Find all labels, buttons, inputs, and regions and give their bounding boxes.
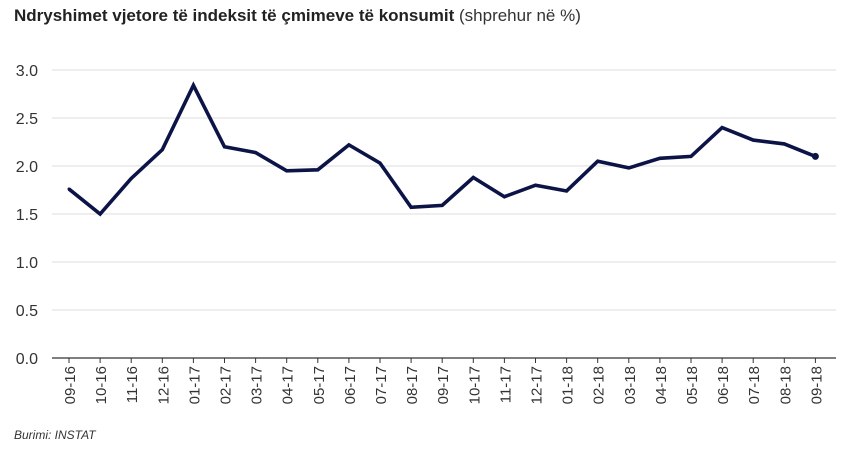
- data-point: [160, 148, 164, 152]
- chart-title: Ndryshimet vjetore të indeksit të çmimev…: [14, 6, 455, 25]
- x-tick-label: 04-18: [653, 366, 670, 404]
- data-point: [254, 151, 258, 155]
- x-tick-label: 06-17: [342, 366, 359, 404]
- x-tick-label: 02-17: [218, 366, 235, 404]
- data-point: [316, 168, 320, 172]
- x-tick-label: 09-16: [62, 366, 79, 404]
- data-point: [378, 161, 382, 165]
- data-point: [627, 166, 631, 170]
- x-tick-label: 01-17: [186, 366, 203, 404]
- y-tick-label: 3.0: [16, 63, 38, 80]
- x-tick-label: 12-16: [155, 366, 172, 404]
- data-point: [751, 138, 755, 142]
- data-point: [502, 195, 506, 199]
- chart-subtitle: (shprehur në %): [459, 6, 581, 25]
- x-tick-label: 02-18: [591, 366, 608, 404]
- data-point: [658, 156, 662, 160]
- data-point: [285, 169, 289, 173]
- x-tick-label: 05-17: [311, 366, 328, 404]
- x-tick-label: 08-17: [404, 366, 421, 404]
- x-tick-label: 04-17: [280, 366, 297, 404]
- y-tick-label: 1.5: [16, 207, 38, 224]
- data-point: [223, 145, 226, 149]
- data-point: [347, 143, 351, 147]
- series-line: [67, 81, 817, 217]
- source-note: Burimi: INSTAT: [14, 428, 96, 442]
- y-tick-label: 2.5: [16, 111, 38, 128]
- y-tick-label: 0.0: [16, 351, 38, 368]
- data-point: [782, 142, 786, 146]
- data-point: [596, 159, 600, 163]
- x-tick-label: 03-18: [622, 366, 639, 404]
- data-point: [565, 189, 569, 193]
- data-point: [689, 154, 693, 158]
- x-tick-label: 07-17: [373, 366, 390, 404]
- data-point: [409, 205, 413, 209]
- x-tick-label: 09-18: [808, 366, 825, 404]
- chart-title-row: Ndryshimet vjetore të indeksit të çmimev…: [14, 6, 581, 26]
- x-tick-label: 07-18: [746, 366, 763, 404]
- data-point: [98, 212, 102, 216]
- x-tick-label: 06-18: [715, 366, 732, 404]
- data-point: [440, 203, 444, 207]
- data-point: [191, 83, 195, 87]
- data-point: [67, 187, 71, 191]
- x-tick-label: 03-17: [249, 366, 266, 404]
- data-point: [129, 176, 133, 180]
- data-point: [471, 176, 475, 180]
- x-tick-label: 05-18: [684, 366, 701, 404]
- x-tick-label: 08-18: [777, 366, 794, 404]
- data-point: [811, 152, 819, 160]
- x-tick-label: 10-17: [466, 366, 483, 404]
- y-tick-label: 0.5: [16, 303, 38, 320]
- x-tick-label: 01-18: [560, 366, 577, 404]
- data-point: [720, 126, 724, 130]
- y-tick-label: 2.0: [16, 159, 38, 176]
- x-tick-label: 11-16: [124, 366, 141, 403]
- x-tick-label: 10-16: [93, 366, 110, 404]
- data-point: [534, 183, 537, 187]
- x-tick-label: 11-17: [497, 366, 514, 403]
- x-tick-label: 12-17: [529, 366, 546, 404]
- x-tick-label: 09-17: [435, 366, 452, 404]
- y-tick-label: 1.0: [16, 255, 38, 272]
